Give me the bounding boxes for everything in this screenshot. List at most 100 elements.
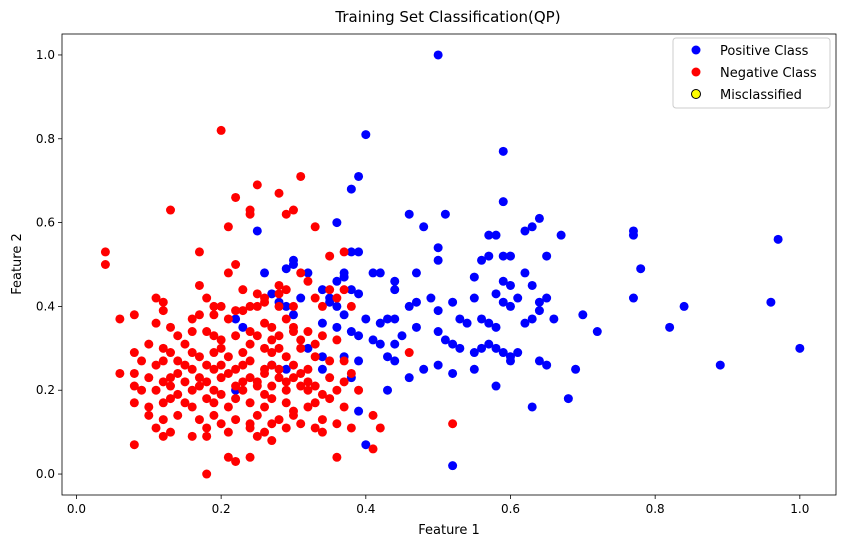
negative-class-point <box>310 398 320 408</box>
negative-class-point <box>296 335 306 345</box>
positive-class-point <box>390 276 400 286</box>
positive-class-point <box>346 184 356 194</box>
positive-class-point <box>527 314 537 324</box>
positive-class-point <box>462 318 472 328</box>
data-points <box>100 50 805 479</box>
negative-class-point <box>354 385 364 395</box>
negative-class-point <box>296 368 306 378</box>
negative-class-point <box>209 410 219 420</box>
positive-class-point <box>563 394 573 404</box>
negative-class-point <box>216 373 226 383</box>
negative-class-point <box>296 268 306 278</box>
negative-class-point <box>202 469 212 479</box>
positive-class-point <box>520 226 530 236</box>
positive-class-point <box>354 356 364 366</box>
positive-class-point <box>715 360 725 370</box>
positive-class-point <box>556 230 566 240</box>
negative-class-point <box>310 423 320 433</box>
positive-class-point <box>477 343 487 353</box>
positive-class-point <box>795 343 805 353</box>
negative-class-point <box>223 314 233 324</box>
negative-class-point <box>137 356 147 366</box>
negative-class-point <box>288 327 298 337</box>
positive-class-point <box>527 280 537 290</box>
negative-class-point <box>129 348 139 358</box>
positive-class-point <box>766 297 776 307</box>
negative-class-point <box>245 398 255 408</box>
negative-class-point <box>166 322 176 332</box>
positive-class-point <box>231 314 241 324</box>
negative-class-point <box>317 331 327 341</box>
negative-class-point <box>231 331 241 341</box>
negative-class-point <box>252 289 262 299</box>
negative-class-point <box>231 415 241 425</box>
negative-class-point <box>216 125 226 135</box>
negative-class-point <box>202 360 212 370</box>
negative-class-point <box>202 377 212 387</box>
negative-class-point <box>274 364 284 374</box>
negative-class-point <box>288 301 298 311</box>
negative-class-point <box>187 402 197 412</box>
negative-class-point <box>187 348 197 358</box>
positive-class-point <box>375 268 385 278</box>
positive-class-point <box>505 301 515 311</box>
negative-class-point <box>209 385 219 395</box>
positive-class-point <box>440 209 450 219</box>
positive-class-point <box>433 306 443 316</box>
positive-class-point <box>491 343 501 353</box>
negative-class-point <box>281 314 291 324</box>
positive-class-point <box>361 314 371 324</box>
negative-class-point <box>260 297 270 307</box>
negative-class-point <box>194 280 204 290</box>
positive-class-point <box>491 322 501 332</box>
negative-class-point <box>260 318 270 328</box>
positive-class-point <box>354 289 364 299</box>
negative-class-point <box>448 419 458 429</box>
negative-class-point <box>158 297 168 307</box>
positive-class-point <box>477 255 487 265</box>
positive-class-point <box>491 289 501 299</box>
positive-class-point <box>469 272 479 282</box>
positive-class-point <box>520 318 530 328</box>
negative-class-point <box>166 381 176 391</box>
negative-class-point <box>100 260 110 269</box>
positive-class-point <box>383 314 393 324</box>
positive-class-point <box>383 385 393 395</box>
negative-class-point <box>260 368 270 378</box>
positive-class-point <box>773 234 783 244</box>
positive-class-point <box>303 268 313 278</box>
positive-class-point <box>484 318 494 328</box>
negative-class-point <box>216 301 226 311</box>
positive-class-point <box>317 285 327 295</box>
negative-class-point <box>303 276 313 286</box>
negative-class-point <box>158 398 168 408</box>
negative-class-point <box>252 301 262 311</box>
positive-class-point <box>455 343 465 353</box>
negative-class-point <box>209 310 219 320</box>
positive-class-point <box>592 327 602 337</box>
negative-class-point <box>231 260 241 269</box>
negative-class-point <box>267 360 277 370</box>
positive-class-point <box>498 276 508 286</box>
x-axis-label: Feature 1 <box>418 523 480 538</box>
negative-class-point <box>129 368 139 378</box>
positive-class-point <box>361 440 371 450</box>
negative-class-point <box>238 306 248 316</box>
positive-class-point <box>346 247 356 257</box>
negative-class-point <box>303 377 313 387</box>
x-tick-label: 1.0 <box>790 502 809 516</box>
legend-marker-negative <box>691 67 701 77</box>
negative-class-point <box>216 343 226 353</box>
negative-class-point <box>223 427 233 437</box>
x-tick-label: 0.0 <box>67 502 86 516</box>
positive-class-point <box>339 268 349 278</box>
positive-class-point <box>332 218 342 228</box>
positive-class-point <box>484 230 494 240</box>
negative-class-point <box>260 343 270 353</box>
negative-class-point <box>332 419 342 429</box>
positive-class-point <box>505 280 515 290</box>
positive-class-point <box>469 348 479 358</box>
negative-class-point <box>288 373 298 383</box>
x-axis-ticks: 0.0 0.2 0.4 0.6 0.8 1.0 <box>67 495 809 516</box>
negative-class-point <box>216 389 226 399</box>
